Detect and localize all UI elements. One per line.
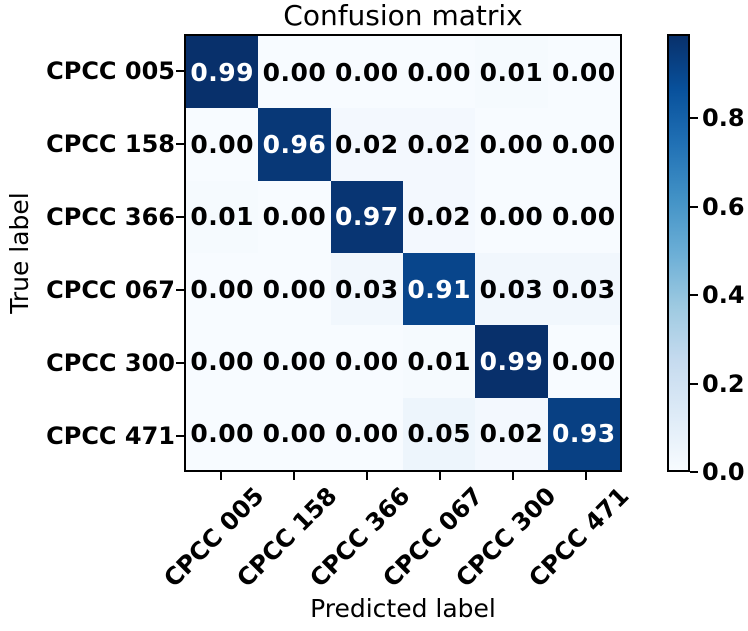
y-tick-label: CPCC 471 xyxy=(46,421,175,450)
matrix-cell: 0.00 xyxy=(258,325,331,398)
y-tick-mark xyxy=(176,69,184,72)
colorbar-tick-mark xyxy=(690,471,698,473)
matrix-cell: 0.00 xyxy=(258,36,331,109)
matrix-cell: 0.00 xyxy=(403,36,476,109)
matrix-cell: 0.00 xyxy=(186,108,259,181)
x-tick-mark xyxy=(511,472,514,480)
matrix-cell: 0.03 xyxy=(475,253,548,326)
colorbar-tick-mark xyxy=(690,117,698,120)
matrix-cell: 0.03 xyxy=(330,253,403,326)
y-tick-label: CPCC 300 xyxy=(46,348,175,377)
colorbar-tick-label: 0.8 xyxy=(702,104,745,133)
y-axis-label: True label xyxy=(5,192,34,314)
matrix-cell: 0.00 xyxy=(330,325,403,398)
colorbar-tick-label: 0.0 xyxy=(702,458,745,486)
y-tick-label: CPCC 005 xyxy=(46,56,175,85)
matrix-cell: 0.97 xyxy=(330,180,403,253)
matrix-cell: 0.00 xyxy=(186,325,259,398)
matrix-cell: 0.01 xyxy=(403,325,476,398)
matrix-cell: 0.99 xyxy=(186,36,259,109)
matrix-cell: 0.00 xyxy=(258,180,331,253)
matrix-cell: 0.02 xyxy=(330,108,403,181)
matrix-cell: 0.96 xyxy=(258,108,331,181)
matrix-cell: 0.03 xyxy=(547,253,620,326)
y-tick-mark xyxy=(176,434,184,437)
y-tick-mark xyxy=(176,288,184,291)
x-tick-mark xyxy=(292,472,295,480)
colorbar-tick-label: 0.2 xyxy=(702,369,745,398)
chart-title: Confusion matrix xyxy=(283,0,523,32)
matrix-cell: 0.00 xyxy=(547,36,620,109)
matrix-cell: 0.00 xyxy=(186,397,259,470)
y-tick-label: CPCC 158 xyxy=(46,129,175,158)
colorbar-tick-label: 0.6 xyxy=(702,192,745,221)
matrix-cell: 0.99 xyxy=(475,325,548,398)
matrix-cell: 0.00 xyxy=(330,36,403,109)
matrix-cell: 0.02 xyxy=(475,397,548,470)
x-tick-mark xyxy=(438,472,441,480)
matrix-cell: 0.00 xyxy=(547,108,620,181)
matrix-cell: 0.00 xyxy=(258,397,331,470)
matrix-cell: 0.00 xyxy=(547,325,620,398)
y-tick-label: CPCC 366 xyxy=(46,202,175,231)
x-tick-mark xyxy=(365,472,368,480)
matrix-cell: 0.01 xyxy=(186,180,259,253)
y-tick-mark xyxy=(176,142,184,145)
x-tick-mark xyxy=(219,472,222,480)
colorbar-tick-mark xyxy=(690,205,698,208)
matrix-cell: 0.00 xyxy=(475,180,548,253)
x-axis-label: Predicted label xyxy=(310,594,496,623)
colorbar-tick-mark xyxy=(690,382,698,385)
colorbar xyxy=(667,34,690,472)
matrix-cell: 0.93 xyxy=(547,397,620,470)
y-tick-mark xyxy=(176,215,184,218)
matrix-cell: 0.00 xyxy=(475,108,548,181)
y-tick-label: CPCC 067 xyxy=(46,275,175,304)
matrix-cell: 0.91 xyxy=(403,253,476,326)
colorbar-tick-label: 0.4 xyxy=(702,281,745,310)
colorbar-tick-mark xyxy=(690,294,698,297)
matrix-cell: 0.02 xyxy=(403,180,476,253)
matrix-cell: 0.00 xyxy=(547,180,620,253)
matrix-cell: 0.01 xyxy=(475,36,548,109)
matrix-cell: 0.00 xyxy=(186,253,259,326)
matrix-cell: 0.00 xyxy=(258,253,331,326)
x-tick-mark xyxy=(584,472,587,480)
heatmap-grid: 0.99 0.00 0.00 0.00 0.01 0.00 0.00 0.96 0.02 0.02… xyxy=(184,34,622,472)
matrix-cell: 0.02 xyxy=(403,108,476,181)
y-tick-mark xyxy=(176,361,184,364)
matrix-cell: 0.05 xyxy=(403,397,476,470)
matrix-cell: 0.00 xyxy=(330,397,403,470)
